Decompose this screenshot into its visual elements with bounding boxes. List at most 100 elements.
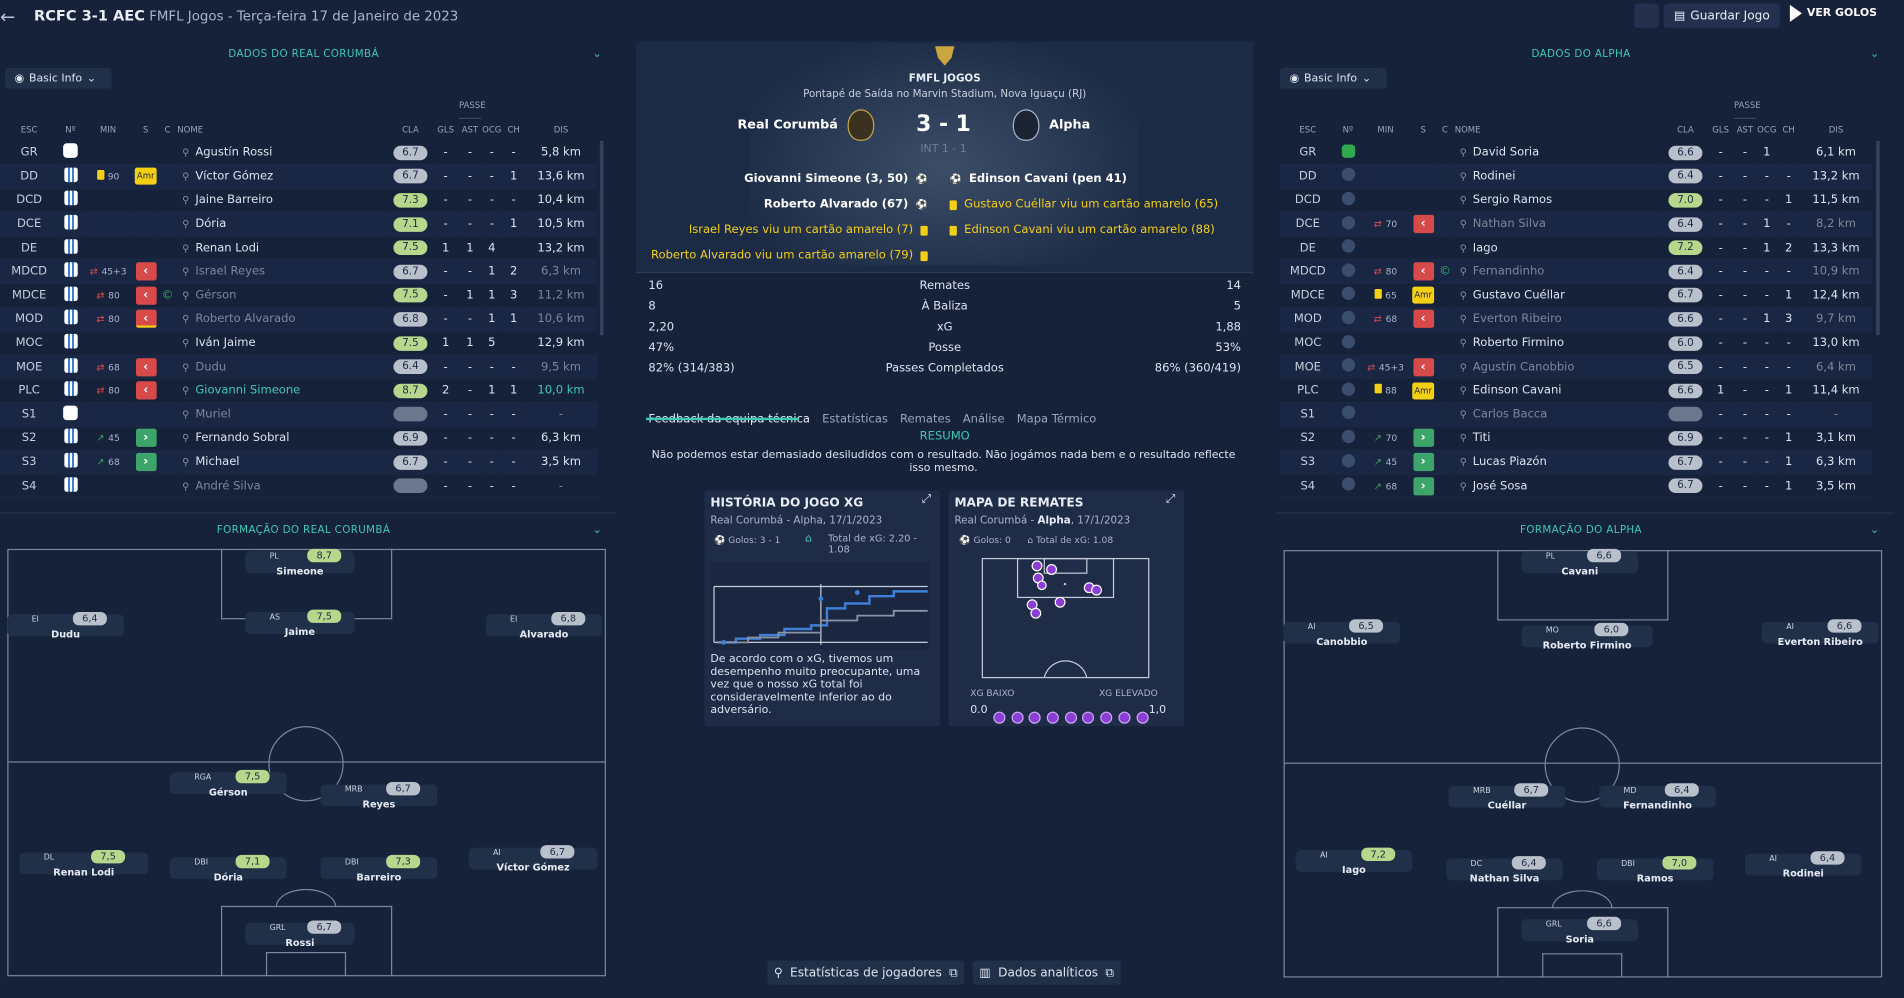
player-name[interactable]: Sergio Ramos	[1472, 193, 1553, 208]
player-name-cell[interactable]: ⚲ Gustavo Cuéllar	[1454, 283, 1664, 309]
player-name-cell[interactable]: ⚲ Nathan Silva	[1454, 212, 1664, 237]
player-name-cell[interactable]: ⚲ Titi	[1454, 426, 1664, 451]
formation-player[interactable]: AI 6,7 Víctor Gómez	[468, 845, 598, 873]
player-name-cell[interactable]: ⚲ Rodinei	[1454, 164, 1664, 190]
formation-player[interactable]: PL 6,6 Cavani	[1521, 548, 1639, 577]
column-header[interactable]: NOME	[1454, 124, 1481, 135]
table-row[interactable]: S2 ↗ 70 › ⚲ Titi 6.9- - -1 3,1 km	[1279, 426, 1873, 451]
player-name[interactable]: Renan Lodi	[195, 241, 260, 255]
left-formation-chevron-icon[interactable]: ⌄	[592, 524, 602, 537]
player-name-cell[interactable]: ⚲ Dória	[177, 212, 389, 237]
player-name[interactable]: Fernandinho	[1472, 265, 1545, 279]
table-row[interactable]: MOD ⇄ 68 ‹ ⚲ Everton Ribeiro 6.6- -1 3 9,7 km	[1279, 307, 1873, 332]
shot-map-card[interactable]	[948, 490, 1184, 727]
column-header[interactable]: ESC	[20, 124, 38, 135]
player-name[interactable]: Nathan Silva	[1472, 217, 1546, 231]
player-name-cell[interactable]: ⚲ Víctor Gómez	[177, 164, 389, 190]
formation-player[interactable]: DC 6,4 Nathan Silva	[1446, 856, 1563, 884]
player-name[interactable]: Dudu	[195, 360, 227, 374]
right-basic-info-dropdown[interactable]: ◉ Basic Info ⌄	[1279, 68, 1387, 89]
formation-player[interactable]: DBI 7,1 Dória	[170, 854, 287, 883]
formation-player[interactable]: DBI 7,3 Barreiro	[320, 854, 438, 883]
tab-1[interactable]: Estatísticas	[822, 412, 888, 427]
player-name[interactable]: Michael	[195, 455, 240, 469]
formation-player[interactable]: AI 6,4 Rodinei	[1744, 851, 1862, 879]
table-row[interactable]: DCD ⚲ Sergio Ramos 7.0- - -1 11,5 km	[1279, 188, 1873, 213]
player-name[interactable]: Fernando Sobral	[195, 431, 290, 445]
column-header[interactable]: MIN	[1377, 124, 1394, 135]
player-name-cell[interactable]: ⚲ Agustín Rossi	[177, 140, 389, 166]
column-header[interactable]: DIS	[553, 124, 569, 135]
table-row[interactable]: MDCE 65 Amr ⚲ Gustavo Cuéllar 6.7- - -1 12,4 km	[1279, 283, 1873, 309]
column-header[interactable]: CH	[507, 124, 520, 135]
column-header[interactable]: S	[1420, 124, 1426, 135]
player-name-cell[interactable]: ⚲ José Sosa	[1454, 473, 1664, 499]
player-name[interactable]: Iván Jaime	[195, 336, 256, 350]
formation-player[interactable]: MRB 6,7 Cuéllar	[1448, 783, 1566, 811]
player-name-cell[interactable]: ⚲ Agustín Canobbio	[1454, 354, 1664, 380]
column-header[interactable]: AST	[461, 124, 479, 135]
player-name-cell[interactable]: ⚲ Iván Jaime	[177, 331, 389, 356]
column-header[interactable]: C	[1442, 124, 1448, 135]
player-name[interactable]: Lucas Piazón	[1472, 455, 1547, 469]
player-name[interactable]: Jaine Barreiro	[195, 193, 273, 208]
player-name[interactable]: David Soria	[1472, 145, 1540, 160]
player-name[interactable]: Iago	[1472, 241, 1498, 255]
column-header[interactable]: Nº	[65, 124, 76, 135]
player-name[interactable]: Everton Ribeiro	[1472, 312, 1562, 326]
left-basic-info-dropdown[interactable]: ◉ Basic Info ⌄	[4, 68, 112, 89]
column-header[interactable]: OCG	[482, 124, 502, 135]
player-name[interactable]: Roberto Firmino	[1472, 336, 1565, 350]
player-name-cell[interactable]: ⚲ Everton Ribeiro	[1454, 307, 1664, 332]
player-name-cell[interactable]: ⚲ Roberto Alvarado	[177, 307, 389, 332]
table-row[interactable]: DE ⚲ Iago 7.2- -1 2 13,3 km	[1279, 236, 1873, 261]
right-formation-chevron-icon[interactable]: ⌄	[1870, 524, 1880, 537]
formation-player[interactable]: AS 7,5 Jaime	[245, 609, 355, 638]
table-row[interactable]: GR ⚲ Agustín Rossi 6.7- - - -5,8 km	[0, 140, 598, 166]
table-row[interactable]: DCD ⚲ Jaine Barreiro 7.3- - - -10,4 km	[0, 188, 598, 213]
formation-player[interactable]: AI 7,2 Iago	[1295, 847, 1413, 876]
formation-player[interactable]: AI 6,5 Canobbio	[1283, 619, 1401, 647]
left-collapse-chevron-icon[interactable]: ⌄	[592, 48, 602, 61]
player-name-cell[interactable]: ⚲ Carlos Bacca	[1454, 402, 1664, 427]
player-name[interactable]: Agustín Canobbio	[1472, 360, 1575, 374]
player-name-cell[interactable]: ⚲ David Soria	[1454, 140, 1664, 166]
column-header[interactable]: CH	[1782, 124, 1795, 135]
view-goals-button[interactable]: VER GOLOS	[1789, 4, 1877, 22]
formation-player[interactable]: EI 6,8 Alvarado	[485, 612, 603, 640]
table-row[interactable]: PLC ⇄ 80 ‹ ⚲ Giovanni Simeone 8.7 2-1 1 10,0 km	[0, 378, 598, 404]
formation-player[interactable]: DL 7,5 Renan Lodi	[19, 850, 149, 878]
player-name-cell[interactable]: ⚲ Jaine Barreiro	[177, 188, 389, 213]
left-table-scrollbar[interactable]	[599, 140, 604, 336]
formation-player[interactable]: EI 6,4 Dudu	[7, 612, 124, 640]
table-row[interactable]: DE ⚲ Renan Lodi 7.5 1 1 4 13,2 km	[0, 236, 598, 261]
right-collapse-chevron-icon[interactable]: ⌄	[1870, 48, 1880, 61]
player-name[interactable]: Israel Reyes	[195, 265, 266, 279]
formation-player[interactable]: GRL 6,6 Soria	[1521, 916, 1639, 945]
table-row[interactable]: PLC 88 Amr ⚲ Edinson Cavani 6.6 1- -1 11,4 km	[1279, 378, 1873, 404]
right-table-scrollbar[interactable]	[1876, 140, 1880, 336]
table-row[interactable]: S1 ⚲ Muriel - - - - - -	[0, 402, 598, 427]
player-name-cell[interactable]: ⚲ Roberto Firmino	[1454, 331, 1664, 356]
column-header[interactable]: CLA	[1677, 124, 1694, 135]
options-button[interactable]	[1634, 3, 1659, 28]
player-name-cell[interactable]: ⚲ Iago	[1454, 236, 1664, 261]
table-row[interactable]: S4 ⚲ André Silva - - - - - -	[0, 473, 598, 499]
table-row[interactable]: MOE ⇄ 68 ‹ ⚲ Dudu 6.4- - - -9,5 km	[0, 354, 598, 380]
analytics-button[interactable]: ▥ Dados analíticos ⧉	[972, 960, 1121, 985]
player-name-cell[interactable]: ⚲ Gérson	[177, 283, 389, 309]
player-name-cell[interactable]: ⚲ Dudu	[177, 354, 389, 380]
player-name-cell[interactable]: ⚲ Giovanni Simeone	[177, 378, 389, 404]
column-header[interactable]: OCG	[1757, 124, 1777, 135]
player-name[interactable]: Agustín Rossi	[195, 145, 273, 160]
column-header[interactable]: NOME	[177, 124, 204, 135]
column-header[interactable]: CLA	[402, 124, 419, 135]
player-stats-button[interactable]: ⚲ Estatísticas de jogadores ⧉	[767, 960, 965, 985]
column-header[interactable]: S	[143, 124, 149, 135]
formation-player[interactable]: RGA 7,5 Gérson	[170, 769, 287, 798]
column-header[interactable]: Nº	[1342, 124, 1354, 135]
player-name[interactable]: Gérson	[195, 288, 237, 303]
column-header[interactable]: GLS	[1712, 124, 1730, 135]
player-name-cell[interactable]: ⚲ Lucas Piazón	[1454, 450, 1664, 475]
column-header[interactable]: C	[164, 124, 171, 135]
